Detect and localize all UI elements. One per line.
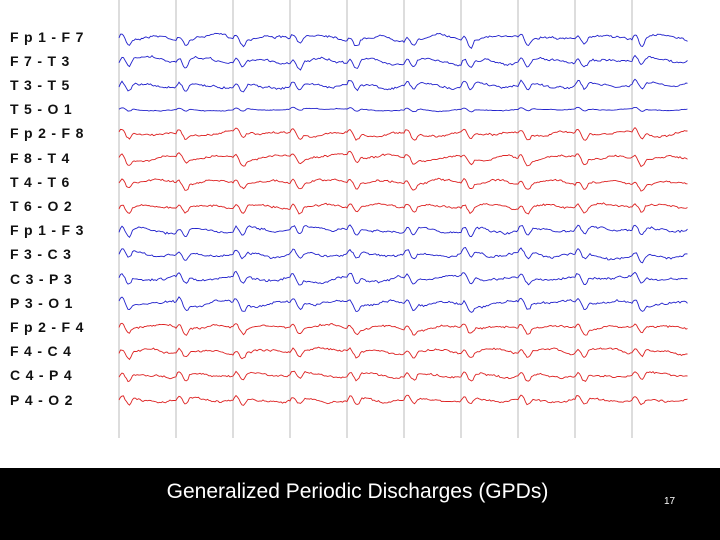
channel-label: C3-P3 <box>10 271 78 287</box>
eeg-recording <box>118 0 688 438</box>
eeg-trace <box>118 394 688 406</box>
eeg-trace <box>118 54 688 71</box>
eeg-trace <box>118 177 688 192</box>
eeg-trace <box>118 246 688 264</box>
eeg-trace <box>118 106 688 113</box>
channel-label: P4-O2 <box>10 392 78 408</box>
channel-label: C4-P4 <box>10 367 78 383</box>
channel-label: P3-O1 <box>10 295 78 311</box>
channel-label: T6-O2 <box>10 198 78 214</box>
eeg-trace <box>118 346 688 361</box>
channel-label: F8-T4 <box>10 150 75 166</box>
eeg-trace <box>118 224 688 239</box>
channel-label: Fp1-F7 <box>10 29 89 45</box>
page-number: 17 <box>664 496 676 507</box>
channel-label: F3-C3 <box>10 246 77 262</box>
channel-label: T5-O1 <box>10 101 78 117</box>
eeg-trace <box>118 126 688 141</box>
channel-label: Fp2-F4 <box>10 319 89 335</box>
channel-label: Fp1-F3 <box>10 222 89 238</box>
channel-label: Fp2-F8 <box>10 125 89 141</box>
channel-label: T3-T5 <box>10 77 75 93</box>
eeg-trace <box>118 202 688 215</box>
slide-title: Generalized Periodic Discharges (GPDs) <box>166 480 549 503</box>
eeg-trace <box>118 78 688 93</box>
channel-label: F4-C4 <box>10 343 77 359</box>
eeg-trace <box>118 370 688 383</box>
channel-label: F7-T3 <box>10 53 75 69</box>
slide-footer: Generalized Periodic Discharges (GPDs) 1… <box>0 468 720 540</box>
eeg-trace <box>118 150 688 168</box>
eeg-trace <box>118 322 688 336</box>
channel-label: T4-T6 <box>10 174 75 190</box>
eeg-trace <box>118 32 688 49</box>
eeg-trace <box>118 296 688 313</box>
eeg-trace <box>118 270 688 286</box>
